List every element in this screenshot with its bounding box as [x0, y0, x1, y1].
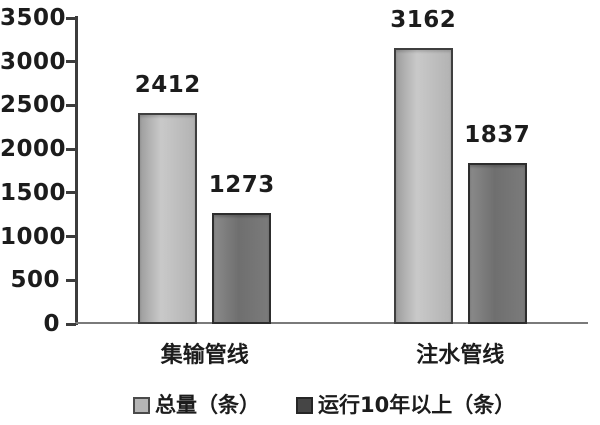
y-axis-tick-label: 0 [43, 311, 60, 337]
y-axis-tick [66, 191, 76, 195]
chart-bar [393, 47, 453, 324]
bar-value-label: 1273 [208, 171, 275, 198]
y-axis-tick [66, 147, 76, 151]
y-axis-tick-label: 500 [10, 267, 60, 294]
y-axis-tick-label: 1500 [0, 179, 67, 206]
x-category-label: 集输管线 [160, 343, 249, 368]
y-axis-tick [66, 103, 76, 107]
y-axis-tick-label: 1000 [0, 223, 67, 250]
y-axis-tick [66, 322, 76, 326]
chart-bar [467, 163, 527, 324]
y-axis-line [75, 16, 78, 325]
bar-value-label: 2412 [134, 72, 201, 99]
bar-value-label: 1837 [464, 122, 531, 149]
y-axis-tick [66, 16, 76, 20]
bar-value-label: 3162 [390, 6, 457, 33]
chart-bar [212, 212, 272, 324]
chart-bar [138, 113, 198, 324]
y-axis-tick [66, 235, 76, 239]
x-category-label: 注水管线 [416, 343, 505, 368]
y-axis-tick-label: 2500 [0, 92, 67, 119]
y-axis-tick-label: 3000 [0, 48, 67, 75]
x-axis-line [75, 322, 588, 324]
y-axis-tick-label: 3500 [0, 5, 67, 31]
y-axis-tick [66, 278, 76, 282]
y-axis-tick-label: 2000 [0, 136, 67, 163]
y-axis-tick [66, 60, 76, 64]
